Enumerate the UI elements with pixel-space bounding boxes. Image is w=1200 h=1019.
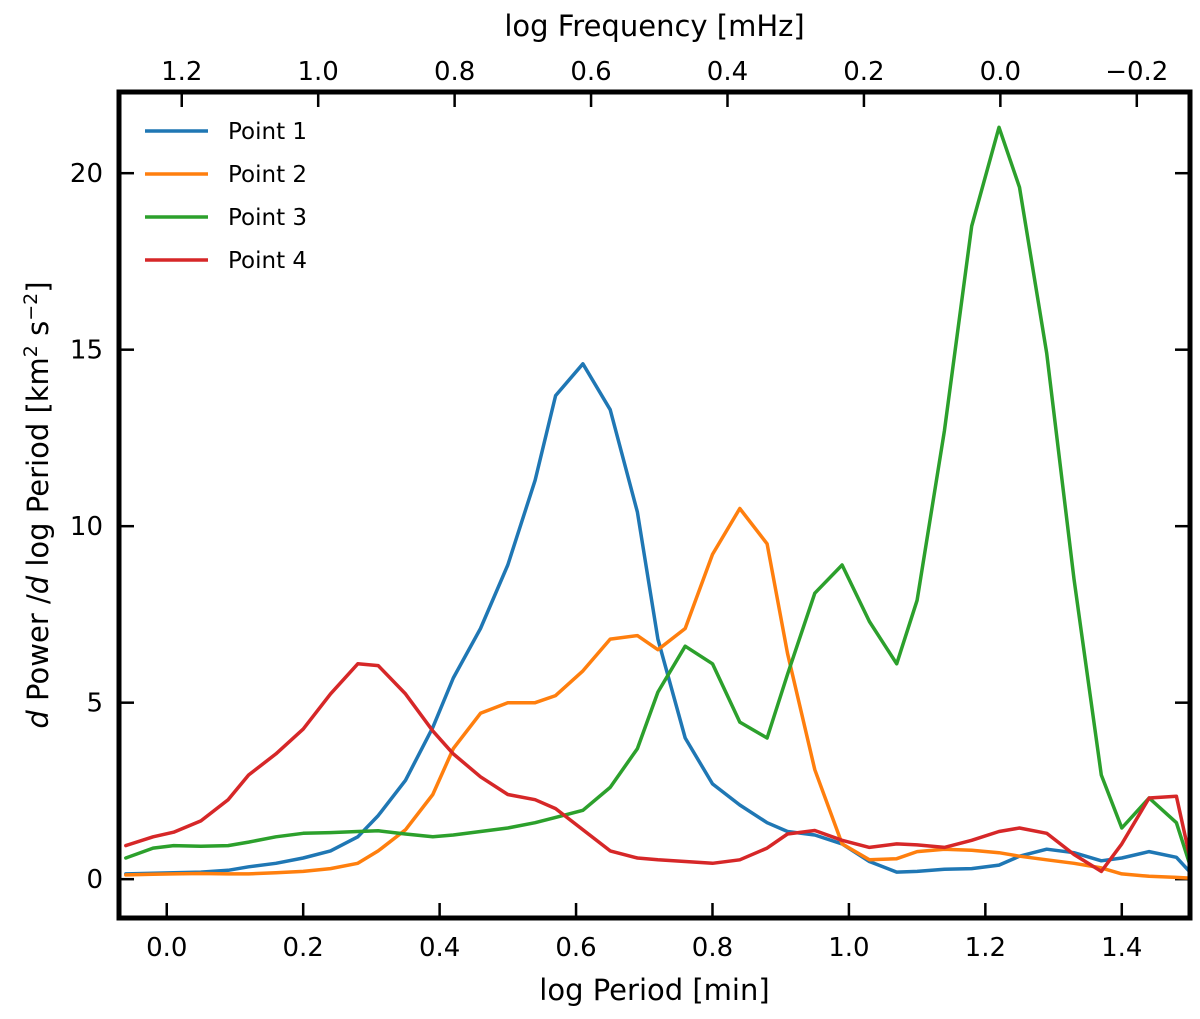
top-axis-title: log Frequency [mHz] xyxy=(504,9,804,43)
x-tick-label: 0.2 xyxy=(283,933,324,963)
x-tick-label: 1.2 xyxy=(965,933,1006,963)
legend-label-point-4: Point 4 xyxy=(228,248,307,274)
y-tick-label: 5 xyxy=(86,689,103,719)
legend: Point 1 Point 2 Point 3 Point 4 xyxy=(145,119,307,274)
y-axis-title-d1: d xyxy=(21,710,55,729)
x-tick-label: 0.0 xyxy=(146,933,187,963)
y-axis-title-d2: d xyxy=(21,575,55,594)
top-tick-label: −0.2 xyxy=(1105,57,1168,87)
ticks-layer: 0.0 0.2 0.4 0.6 0.8 1.0 1.2 1.4 1.2 1.0 0.8 0.6 0.4 0… xyxy=(70,57,1190,963)
y-axis-title-s: s xyxy=(21,321,55,345)
x-tick-label: 0.8 xyxy=(692,933,733,963)
legend-label-point-3: Point 3 xyxy=(228,205,307,231)
x-tick-label: 1.0 xyxy=(828,933,869,963)
x-tick-label: 1.4 xyxy=(1101,933,1142,963)
x-tick-label: 0.4 xyxy=(419,933,460,963)
y-axis-title: d Power /d log Period [km2 s−2] xyxy=(20,281,55,728)
y-axis-title-end: ] xyxy=(21,281,55,292)
top-tick-label: 1.0 xyxy=(298,57,339,87)
series-line-point-4 xyxy=(124,662,1192,874)
legend-label-point-2: Point 2 xyxy=(228,162,307,188)
y-axis-title-rest: log Period [km xyxy=(21,357,55,576)
top-tick-label: 0.2 xyxy=(843,57,884,87)
series-line-point-3 xyxy=(124,125,1192,867)
legend-label-point-1: Point 1 xyxy=(228,119,307,145)
top-tick-label: 0.6 xyxy=(570,57,611,87)
y-tick-label: 20 xyxy=(70,159,103,189)
y-axis-title-sup1: 2 xyxy=(20,345,42,357)
series-line-point-1 xyxy=(124,362,1192,876)
series-line-point-2 xyxy=(124,506,1192,880)
x-tick-label: 0.6 xyxy=(555,933,596,963)
y-tick-label: 10 xyxy=(70,512,103,542)
y-axis-title-mid: Power / xyxy=(21,594,55,710)
x-axis-title: log Period [min] xyxy=(539,973,769,1007)
top-tick-label: 1.2 xyxy=(161,57,202,87)
y-tick-label: 0 xyxy=(86,865,103,895)
y-axis-title-sup2: −2 xyxy=(20,293,42,321)
plot-frame xyxy=(116,89,1193,921)
top-tick-label: 0.4 xyxy=(707,57,748,87)
series-layer xyxy=(124,125,1192,880)
y-tick-label: 15 xyxy=(70,336,103,366)
top-tick-label: 0.8 xyxy=(434,57,475,87)
top-tick-label: 0.0 xyxy=(980,57,1021,87)
